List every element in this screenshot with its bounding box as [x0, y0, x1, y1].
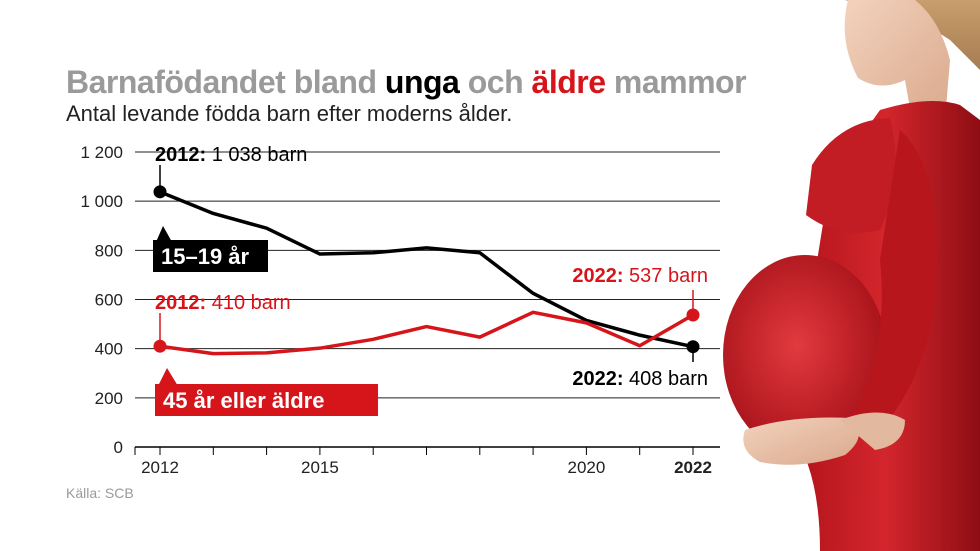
y-tick-label: 1 200: [80, 143, 123, 162]
annotations: 2012: 1 038 barn 2022: 408 barn 2012: 410 …: [153, 144, 708, 416]
y-tick-label: 200: [95, 389, 123, 408]
annotation-start-15-19: 2012: 1 038 barn: [155, 144, 307, 166]
series-label: 45 år eller äldre: [163, 388, 324, 413]
chart-title: Barnafödandet bland unga och äldre mammo…: [66, 64, 747, 100]
data-point: [686, 308, 700, 322]
title-highlight-young: unga: [384, 64, 460, 100]
x-tick-label: 2022: [674, 458, 712, 477]
x-tick-label: 2020: [567, 458, 605, 477]
chart-subtitle: Antal levande födda barn efter moderns å…: [66, 101, 513, 126]
x-tick-label: 2012: [141, 458, 179, 477]
annotation-start-45plus: 2012: 410 barn: [155, 292, 291, 314]
legend-45plus: 45 år eller äldre: [155, 368, 378, 416]
y-tick-label: 600: [95, 291, 123, 310]
y-tick-label: 400: [95, 340, 123, 359]
source-note: Källa: SCB: [66, 485, 134, 501]
series-label: 15–19 år: [161, 244, 250, 269]
y-axis: 0 200 400 600 800 1 000 1 200: [80, 143, 123, 457]
y-tick-label: 0: [114, 438, 123, 457]
label-box: [153, 240, 268, 272]
label-pointer: [158, 368, 178, 386]
x-axis: 2012 2015 2020 2022: [134, 447, 712, 477]
label-box: [155, 384, 378, 416]
label-pointer: [156, 226, 172, 242]
y-tick-label: 800: [95, 241, 123, 260]
series-line: [159, 190, 694, 349]
data-point: [686, 340, 700, 354]
series-line: [159, 310, 694, 356]
title-highlight-older: äldre: [531, 64, 606, 100]
legend-15-19: 15–19 år: [153, 226, 268, 272]
data-point: [153, 339, 167, 353]
annotation-end-45plus: 2022: 537 barn: [572, 265, 708, 287]
y-tick-label: 1 000: [80, 192, 123, 211]
annotation-end-15-19: 2022: 408 barn: [572, 368, 708, 390]
series-lines: [153, 185, 700, 356]
data-point: [153, 185, 167, 199]
x-tick-label: 2015: [301, 458, 339, 477]
